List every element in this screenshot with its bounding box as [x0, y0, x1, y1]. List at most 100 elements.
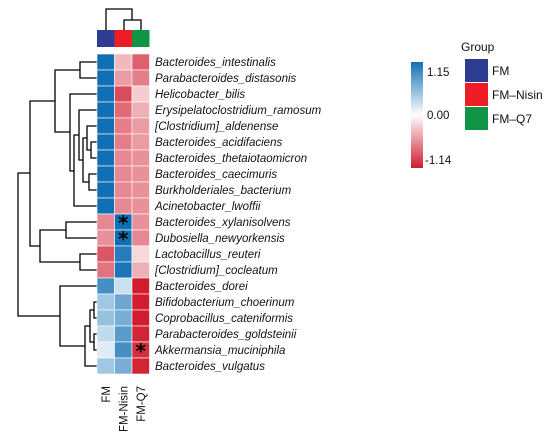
legend-label: FM–Nisin: [492, 88, 543, 102]
color-scale-legend: 1.15 0.00 -1.14: [411, 62, 452, 168]
color-bar: [411, 62, 423, 168]
heatmap-cell: [131, 53, 150, 71]
row-label: [Clostridium]_aldenense: [154, 121, 278, 133]
group-legend: Group FM FM–Nisin FM–Q7: [461, 40, 543, 130]
heatmap-cell: [131, 277, 150, 295]
heatmap-cell: [96, 69, 115, 87]
heatmap-cell: [131, 181, 150, 199]
heatmap-cell: [131, 101, 150, 119]
heatmap-cell: [96, 149, 115, 167]
heatmap-cell: [96, 293, 115, 311]
legend-swatch: [465, 59, 488, 82]
heatmap-cell: [114, 165, 133, 183]
heatmap-cell: [131, 261, 150, 279]
column-label: FM: [101, 386, 113, 403]
heatmap-cells: [96, 53, 150, 375]
significance-star: *: [118, 227, 129, 251]
row-label: Parabacteroides_distasonis: [155, 73, 297, 85]
heatmap-cell: [96, 133, 115, 151]
heatmap-cell: [114, 53, 133, 71]
heatmap-cell: [114, 341, 133, 359]
heatmap-cell: [114, 117, 133, 135]
row-label: Bacteroides_intestinalis: [155, 57, 276, 69]
row-label: Bacteroides_dorei: [155, 281, 248, 293]
row-label: Helicobacter_bilis: [155, 89, 245, 101]
row-label: Bifidobacterium_choerinum: [155, 297, 295, 309]
heatmap-cell: [96, 357, 115, 375]
legend-label: FM: [492, 64, 509, 78]
row-label: [Clostridium]_cocleatum: [154, 265, 278, 277]
heatmap-cell: [131, 165, 150, 183]
heatmap-cell: [131, 309, 150, 327]
heatmap-cell: [114, 357, 133, 375]
heatmap-cell: [131, 245, 150, 263]
row-labels: Bacteroides_intestinalis Parabacteroides_…: [154, 57, 322, 373]
heatmap-cell: [96, 245, 115, 263]
heatmap-cell: [131, 133, 150, 151]
column-labels: FM FM-Nisin FM-Q7: [101, 386, 148, 432]
color-bar-tick-max: 1.15: [427, 67, 449, 79]
heatmap-cell: [96, 229, 115, 247]
heatmap-cell: [114, 149, 133, 167]
row-label: Acinetobacter_lwoffii: [154, 201, 261, 213]
row-label: Bacteroides_acidifaciens: [155, 137, 282, 149]
row-label: Bacteroides_xylanisolvens: [155, 217, 291, 229]
row-label: Akkermansia_muciniphila: [154, 345, 285, 357]
row-label: Burkholderiales_bacterium: [155, 185, 292, 197]
color-bar-tick-min: -1.14: [425, 155, 452, 167]
significance-star: *: [136, 339, 147, 363]
row-label: Coprobacillus_cateniformis: [155, 313, 293, 325]
legend-title: Group: [461, 40, 495, 54]
legend-label: FM–Q7: [492, 112, 532, 126]
row-label: Erysipelatoclostridium_ramosum: [155, 105, 322, 117]
heatmap-cell: [131, 213, 150, 231]
group-strip-cell-1: [114, 30, 132, 47]
heatmap-cell: [114, 101, 133, 119]
heatmap-cell: [131, 69, 150, 87]
heatmap-cell: [131, 149, 150, 167]
heatmap-cell: [131, 117, 150, 135]
heatmap-cell: [96, 261, 115, 279]
heatmap-cell: [96, 213, 115, 231]
heatmap-cell: [131, 85, 150, 103]
heatmap-cell: [96, 197, 115, 215]
heatmap-cell: [96, 309, 115, 327]
heatmap-cell: [96, 117, 115, 135]
column-dendrogram: [105, 8, 142, 30]
heatmap-cell: [131, 229, 150, 247]
group-color-strip: [97, 30, 150, 47]
row-dendrogram: [17, 61, 97, 367]
row-label: Bacteroides_caecimuris: [155, 169, 277, 181]
heatmap-cell: [114, 293, 133, 311]
heatmap-cell: [96, 53, 115, 71]
color-bar-tick-mid: 0.00: [427, 110, 449, 122]
significance-star: *: [118, 211, 129, 235]
heatmap-cell: [131, 293, 150, 311]
heatmap-cell: [131, 357, 150, 375]
row-label: Parabacteroides_goldsteinii: [155, 329, 297, 341]
row-label: Bacteroides_thetaiotaomicron: [155, 153, 307, 165]
significance-markers: ***: [118, 211, 147, 363]
legend-swatch: [465, 83, 488, 106]
heatmap-cell: [114, 181, 133, 199]
heatmap-cell: [96, 165, 115, 183]
heatmap-cell: [96, 101, 115, 119]
heatmap-cell: [114, 133, 133, 151]
heatmap-cell: [96, 181, 115, 199]
row-label: Lactobacillus_reuteri: [155, 249, 261, 261]
heatmap-cell: [114, 309, 133, 327]
heatmap-cell: [114, 277, 133, 295]
row-label: Bacteroides_vulgatus: [155, 361, 265, 373]
heatmap-cell: [114, 85, 133, 103]
heatmap-cell: [114, 261, 133, 279]
heatmap-cell: [114, 325, 133, 343]
heatmap-cell: [131, 197, 150, 215]
group-strip-cell-2: [132, 30, 150, 47]
row-label: Dubosiella_newyorkensis: [155, 233, 285, 245]
heatmap-cell: [96, 325, 115, 343]
heatmap-cell: [96, 85, 115, 103]
heatmap-cell: [114, 69, 133, 87]
heatmap-cell: [96, 341, 115, 359]
heatmap-cell: [96, 277, 115, 295]
